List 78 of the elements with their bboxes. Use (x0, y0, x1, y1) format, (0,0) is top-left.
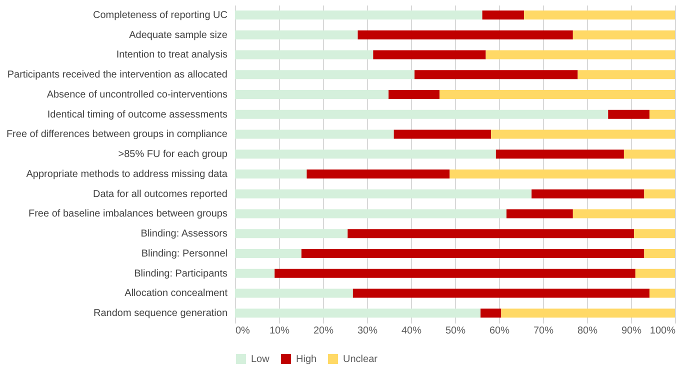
bar (532, 189, 644, 198)
x-tick-label: 50% (445, 326, 466, 336)
bar (235, 70, 415, 80)
y-tick-label: Absence of uncontrolled co-interventions (46, 89, 228, 100)
y-tick-label: Intention to treat analysis (116, 50, 228, 61)
bar (480, 308, 502, 318)
bar (572, 30, 675, 40)
bar (235, 209, 506, 218)
bar (440, 90, 675, 99)
y-tick-label: Adequate sample size (129, 30, 228, 41)
y-tick-label: Free of baseline imbalances between groups (28, 208, 228, 220)
bar (306, 169, 450, 178)
bar (235, 50, 374, 60)
bar (572, 209, 675, 218)
bar (501, 308, 675, 318)
y-tick-label: Data for all outcomes reported (92, 188, 228, 200)
bar (235, 308, 481, 318)
bar (414, 70, 578, 80)
x-tick-label: 70% (533, 326, 554, 336)
y-tick-label: Identical timing of outcome assessments (47, 109, 228, 120)
bar (644, 189, 675, 198)
bar (524, 10, 675, 20)
legend-label: Unclear (343, 354, 378, 365)
y-tick-label: Blinding: Personnel (141, 248, 228, 260)
bar (274, 268, 636, 278)
bar (578, 70, 675, 80)
bar (235, 30, 358, 40)
bar (235, 189, 532, 198)
x-tick-label: 40% (401, 326, 422, 336)
x-tick-label: 30% (357, 326, 378, 336)
y-tick-label: >85% FU for each group (118, 149, 228, 160)
bar (235, 130, 394, 139)
x-tick-label: 10% (269, 326, 290, 336)
bar (450, 169, 675, 178)
bar (394, 130, 492, 139)
y-tick-label: Free of differences between groups in compliance (6, 129, 228, 140)
y-tick-label: Completeness of reporting UC (92, 10, 228, 21)
y-tick-label: Allocation concealment (124, 288, 228, 300)
bar (235, 10, 482, 20)
bar (635, 268, 675, 278)
bar (235, 268, 275, 278)
x-tick-label: 20% (313, 326, 334, 336)
bar (608, 110, 650, 119)
bar (301, 248, 644, 258)
bar (235, 110, 608, 119)
bar (388, 90, 440, 99)
bar (348, 229, 634, 238)
y-tick-label: Blinding: Participants (134, 268, 228, 280)
bar (482, 10, 524, 20)
bar (235, 288, 353, 298)
bar (491, 130, 675, 139)
y-tick-label: Random sequence generation (94, 308, 228, 320)
y-tick-label: Appropriate methods to address missing data (26, 168, 228, 180)
bar (235, 150, 496, 159)
legend-label: High (296, 354, 317, 365)
bar (358, 30, 573, 40)
x-tick-label: 90% (621, 326, 642, 336)
x-tick-label: 80% (577, 326, 598, 336)
x-tick-label: 100% (650, 326, 676, 336)
y-tick-label: Participants received the intervention as allocated (7, 70, 228, 81)
bar (235, 90, 389, 99)
bar (373, 50, 486, 60)
bar (496, 150, 624, 159)
bar (235, 248, 302, 258)
bar (649, 288, 675, 298)
x-tick-label: 0% (236, 326, 250, 336)
y-tick-label: Blinding: Assessors (140, 228, 228, 240)
bar (634, 229, 675, 238)
bar (235, 229, 348, 238)
bar (649, 110, 675, 119)
x-tick-label: 60% (489, 326, 510, 336)
bar (486, 50, 675, 60)
bar (352, 288, 650, 298)
bar (624, 150, 675, 159)
bar (506, 209, 573, 218)
legend-label: Low (251, 354, 270, 365)
bar (644, 248, 675, 258)
bar (235, 169, 307, 178)
